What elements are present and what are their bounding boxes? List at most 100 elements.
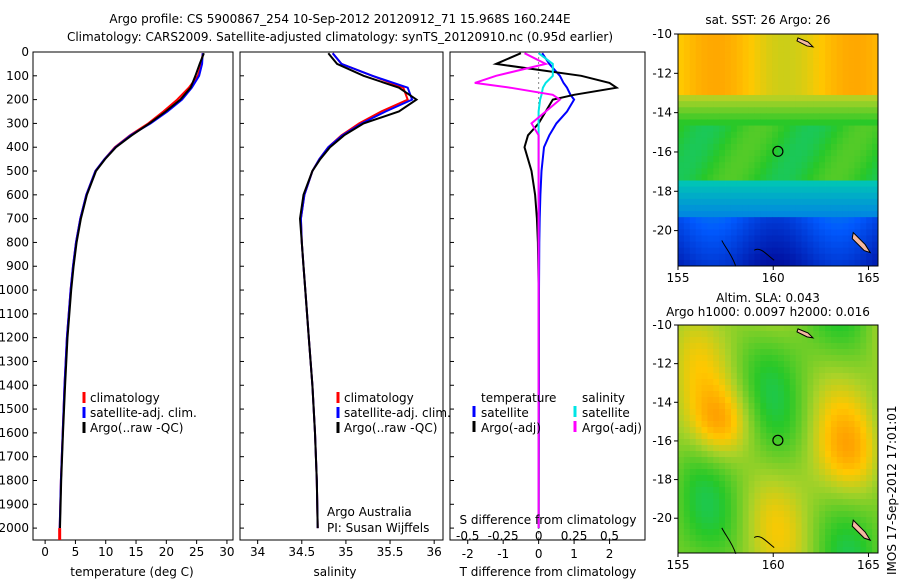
map-cell	[754, 379, 761, 386]
map-cell	[854, 137, 861, 145]
map-cell	[713, 331, 720, 338]
map-cell	[825, 355, 832, 362]
map-cell	[772, 150, 779, 157]
map-cell	[813, 259, 820, 267]
map-cell	[860, 457, 867, 464]
map-cell	[872, 511, 879, 518]
map-cell	[760, 529, 767, 536]
map-cell	[719, 505, 726, 512]
map-cell	[772, 88, 779, 96]
map-cell	[807, 217, 814, 224]
map-cell	[819, 349, 826, 356]
map-cell	[872, 421, 879, 428]
map-cell	[742, 337, 749, 344]
map-cell	[760, 217, 767, 224]
map-cell	[736, 385, 744, 392]
map-cell	[725, 469, 732, 476]
map-cell	[683, 107, 691, 114]
map-cell	[730, 535, 738, 542]
map-cell	[866, 397, 873, 404]
map-cell	[819, 337, 826, 344]
s-difference-axis-label: S difference from climatology	[460, 513, 637, 527]
map-cell	[730, 52, 738, 59]
map-cell	[795, 76, 802, 84]
map-cell	[736, 391, 744, 398]
map-cell	[813, 76, 820, 84]
map-cell	[754, 107, 761, 114]
map-cell	[730, 46, 738, 53]
map-cell	[842, 58, 849, 65]
map-cell	[683, 95, 691, 102]
map-cell	[766, 403, 773, 410]
map-cell	[866, 107, 873, 114]
map-cell	[736, 535, 744, 542]
map-cell	[848, 547, 855, 554]
map-cell	[678, 241, 685, 249]
map-cell	[701, 325, 708, 332]
map-cell	[783, 259, 791, 267]
map-cell	[842, 523, 849, 530]
map-cell	[819, 217, 826, 224]
map-cell	[789, 415, 797, 422]
map-cell	[801, 192, 808, 200]
map-cell	[707, 343, 714, 350]
map-cell	[736, 186, 744, 194]
map-cell	[719, 463, 726, 470]
map-cell	[719, 409, 726, 416]
map-cell	[778, 241, 785, 249]
map-cell	[754, 427, 761, 434]
map-cell	[748, 379, 755, 386]
map-cell	[766, 64, 773, 72]
map-cell	[683, 343, 691, 350]
map-cell	[725, 180, 732, 188]
map-cell	[678, 235, 685, 242]
map-cell	[842, 113, 849, 120]
map-cell	[678, 82, 685, 90]
map-cell	[872, 192, 879, 200]
map-cell	[766, 367, 773, 374]
map-cell	[872, 211, 879, 218]
map-cell	[719, 355, 726, 362]
map-cell	[678, 469, 685, 476]
map-cell	[854, 253, 861, 261]
map-cell	[707, 95, 714, 102]
map-cell	[713, 481, 720, 488]
map-cell	[689, 119, 697, 126]
map-cell	[848, 101, 855, 108]
map-cell	[689, 379, 697, 386]
map-cell	[801, 445, 808, 452]
map-cell	[854, 391, 861, 398]
map-cell	[754, 113, 761, 120]
map-cell	[701, 107, 708, 114]
map-cell	[748, 325, 755, 332]
map-cell	[813, 511, 820, 518]
map-cell	[860, 535, 867, 542]
map-cell	[819, 95, 826, 102]
map-cell	[701, 487, 708, 494]
map-cell	[742, 46, 749, 53]
map-cell	[678, 421, 685, 428]
map-cell	[713, 131, 720, 139]
map-cell	[736, 137, 744, 145]
map-cell	[783, 253, 791, 261]
depth-tick-label: 900	[6, 259, 29, 273]
map-cell	[789, 107, 797, 114]
map-cell	[801, 547, 808, 554]
map-cell	[678, 211, 685, 218]
map-cell	[795, 469, 802, 476]
map-cell	[825, 204, 832, 212]
map-cell	[725, 143, 732, 151]
map-cell	[689, 427, 697, 434]
map-cell	[854, 217, 861, 224]
map-cell	[683, 397, 691, 404]
map-cell	[801, 125, 808, 133]
map-cell	[695, 529, 702, 536]
map-cell	[736, 415, 744, 422]
map-cell	[825, 113, 832, 120]
map-cell	[701, 529, 708, 536]
map-cell	[754, 409, 761, 416]
map-cell	[801, 174, 808, 181]
map-cell	[813, 70, 820, 78]
map-cell	[683, 46, 691, 53]
map-cell	[754, 34, 761, 41]
